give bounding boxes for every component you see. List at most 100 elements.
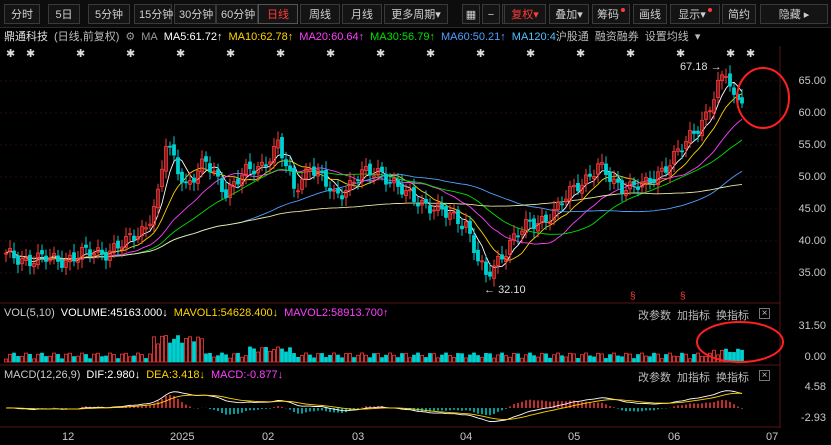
macd-add-indicator[interactable]: 加指标 bbox=[677, 372, 710, 384]
candle-body bbox=[464, 221, 468, 228]
candle-body bbox=[28, 254, 32, 267]
volume-bar bbox=[572, 353, 576, 363]
candle-body bbox=[428, 205, 432, 214]
chips-button[interactable]: 筹码 bbox=[592, 4, 630, 24]
fuquan-button[interactable]: 复权▾ bbox=[504, 4, 546, 24]
volume-bar bbox=[580, 354, 584, 363]
candle-body bbox=[584, 174, 588, 185]
period-5day[interactable]: 5日 bbox=[48, 4, 80, 24]
candle-body bbox=[212, 170, 216, 173]
candle-body bbox=[588, 173, 592, 177]
candle-body bbox=[276, 139, 280, 149]
candle-body bbox=[204, 156, 208, 162]
volume-bar bbox=[436, 357, 440, 363]
candle-body bbox=[172, 144, 176, 156]
period-60min[interactable]: 60分钟 bbox=[216, 4, 258, 24]
settings-gear-icon[interactable]: ⚙ bbox=[125, 31, 136, 43]
high-price-label: 67.18 → bbox=[680, 61, 722, 73]
vol-change-params[interactable]: 改参数 bbox=[638, 310, 671, 322]
volume-bar bbox=[720, 349, 724, 363]
candle-body bbox=[512, 233, 516, 241]
draw-line-button[interactable]: 画线 bbox=[633, 4, 667, 24]
display-button[interactable]: 显示▾ bbox=[670, 4, 720, 24]
volume-bar bbox=[464, 357, 468, 363]
volume-bar bbox=[368, 357, 372, 363]
period-more[interactable]: 更多周期▾ bbox=[384, 4, 448, 24]
volume-bar bbox=[344, 353, 348, 363]
volume-bar bbox=[520, 357, 524, 363]
volume-bar bbox=[72, 356, 76, 363]
candle-body bbox=[356, 179, 360, 182]
volume-bar bbox=[648, 356, 652, 363]
fuquan-label: 复权 bbox=[511, 9, 534, 21]
volume-bar bbox=[480, 356, 484, 363]
hugutong-link[interactable]: 沪股通 bbox=[555, 31, 589, 43]
volume-bar bbox=[192, 341, 196, 363]
macd-swap-indicator[interactable]: 换指标 bbox=[716, 372, 749, 384]
ma5-value: MA5:61.72↑ bbox=[163, 31, 223, 43]
volume-bar bbox=[320, 353, 324, 363]
candle-body bbox=[312, 166, 316, 176]
price-tick-35: 35.00 bbox=[798, 267, 826, 279]
vol-title: VOL(5,10) bbox=[4, 307, 55, 319]
margin-trading-link[interactable]: 融资融券 bbox=[594, 31, 639, 43]
candle-body bbox=[84, 244, 88, 248]
candle-body bbox=[536, 223, 540, 232]
grid-layout-button[interactable]: ▦ bbox=[462, 4, 480, 24]
volume-bar bbox=[300, 355, 304, 363]
volume-bar bbox=[140, 354, 144, 363]
volume-bar bbox=[396, 357, 400, 363]
candle-body bbox=[444, 206, 448, 218]
period-monthly[interactable]: 月线 bbox=[342, 4, 382, 24]
candle-body bbox=[720, 74, 724, 82]
date-tick-03: 03 bbox=[352, 431, 365, 443]
volume-bar bbox=[160, 335, 164, 363]
candle-body bbox=[480, 260, 484, 263]
candle-body bbox=[648, 177, 652, 183]
candle-body bbox=[404, 190, 408, 197]
candle-body bbox=[476, 249, 480, 262]
volume-bar bbox=[644, 355, 648, 363]
candle-body bbox=[200, 158, 204, 173]
overlay-button[interactable]: 叠加▾ bbox=[549, 4, 589, 24]
candle-body bbox=[596, 163, 600, 175]
volume-bar bbox=[732, 352, 736, 363]
volume-bar bbox=[340, 357, 344, 363]
period-fenshi[interactable]: 分时 bbox=[4, 4, 40, 24]
volume-bar bbox=[636, 354, 640, 363]
candle-body bbox=[240, 174, 244, 186]
stock-name: 鼎通科技 bbox=[4, 31, 48, 43]
zoom-out-button[interactable]: − bbox=[482, 4, 500, 24]
star-marker-icon: ✱ bbox=[526, 48, 535, 60]
candle-body bbox=[96, 247, 100, 253]
period-15min[interactable]: 15分钟 bbox=[134, 4, 173, 24]
notification-dot-icon bbox=[707, 8, 712, 12]
ma120-line bbox=[5, 183, 743, 260]
candle-body bbox=[348, 180, 352, 191]
period-daily[interactable]: 日线 bbox=[258, 4, 298, 24]
vol-close-icon[interactable]: × bbox=[759, 308, 770, 319]
hide-button[interactable]: 隐藏 ▸ bbox=[760, 4, 828, 24]
candle-body bbox=[16, 255, 20, 265]
macd-close-icon[interactable]: × bbox=[759, 370, 770, 381]
vol-swap-indicator[interactable]: 换指标 bbox=[716, 310, 749, 322]
volume-bar bbox=[740, 349, 744, 363]
volume-bar bbox=[52, 352, 56, 363]
simple-mode-button[interactable]: 简约 bbox=[722, 4, 756, 24]
macd-tick-min: -2.93 bbox=[800, 412, 826, 424]
candle-body bbox=[384, 173, 388, 185]
candle-body bbox=[580, 184, 584, 194]
period-5min[interactable]: 5分钟 bbox=[88, 4, 130, 24]
period-30min[interactable]: 30分钟 bbox=[174, 4, 216, 24]
volume-bar bbox=[48, 355, 52, 363]
display-label: 显示 bbox=[678, 9, 701, 21]
volume-bar bbox=[168, 342, 172, 363]
volume-bar bbox=[456, 353, 460, 363]
vol-add-indicator[interactable]: 加指标 bbox=[677, 310, 710, 322]
period-weekly[interactable]: 周线 bbox=[300, 4, 340, 24]
candle-body bbox=[436, 202, 440, 211]
macd-change-params[interactable]: 改参数 bbox=[638, 372, 671, 384]
ma-settings-link[interactable]: 设置均线 ▾ bbox=[644, 31, 701, 43]
volume-bar bbox=[272, 349, 276, 363]
